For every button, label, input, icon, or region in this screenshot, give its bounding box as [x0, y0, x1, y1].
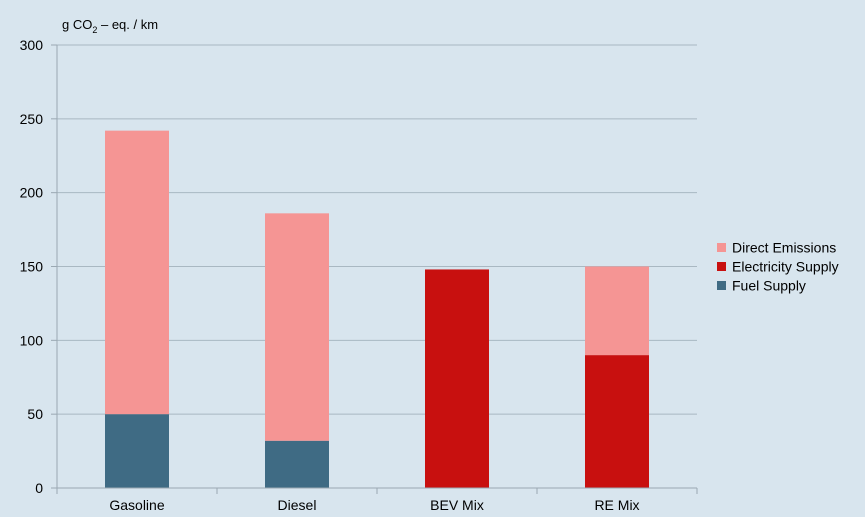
y-unit-label: g CO2 – eq. / km — [62, 17, 158, 35]
bar-gasoline-direct-emissions — [105, 130, 169, 415]
x-tick-bev-mix: BEV Mix — [430, 497, 484, 513]
bars — [105, 130, 649, 488]
bar-re-mix-direct-emissions — [585, 266, 649, 356]
bar-bev-mix-electricity-supply — [425, 269, 489, 488]
bar-diesel-fuel-supply — [265, 440, 329, 488]
y-tick-300: 300 — [20, 37, 44, 53]
x-tick-diesel: Diesel — [278, 497, 317, 513]
axes — [51, 44, 698, 494]
y-tick-250: 250 — [20, 111, 44, 127]
bar-gasoline-fuel-supply — [105, 414, 169, 488]
y-tick-0: 0 — [35, 480, 43, 496]
legend-label-direct-emissions: Direct Emissions — [732, 240, 836, 256]
y-tick-200: 200 — [20, 185, 44, 201]
legend-label-electricity-supply: Electricity Supply — [732, 259, 839, 275]
legend-swatch-fuel-supply — [717, 281, 726, 290]
y-tick-50: 50 — [27, 406, 43, 422]
legend-swatch-electricity-supply — [717, 262, 726, 271]
bar-re-mix-electricity-supply — [585, 355, 649, 488]
y-tick-150: 150 — [20, 259, 44, 275]
x-tick-re-mix: RE Mix — [594, 497, 639, 513]
bar-diesel-direct-emissions — [265, 213, 329, 441]
x-tick-gasoline: Gasoline — [109, 497, 164, 513]
legend-swatch-direct-emissions — [717, 243, 726, 252]
y-tick-labels: 0 50 100 150 200 250 300 — [20, 37, 44, 496]
y-tick-100: 100 — [20, 332, 44, 348]
legend-label-fuel-supply: Fuel Supply — [732, 278, 806, 294]
legend: Direct Emissions Electricity Supply Fuel S… — [717, 240, 839, 294]
x-tick-labels: Gasoline Diesel BEV Mix RE Mix — [109, 497, 639, 513]
